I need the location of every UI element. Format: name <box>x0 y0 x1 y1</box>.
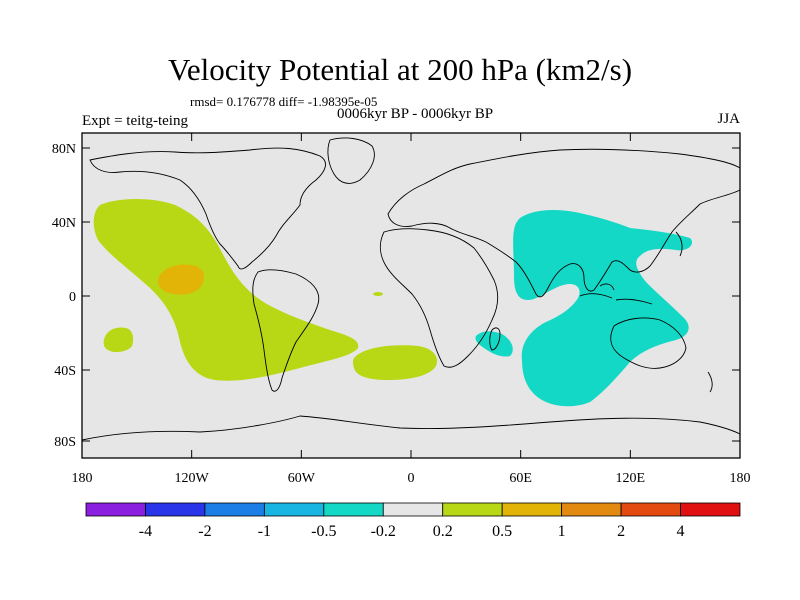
lat-label-80s: 80S <box>54 435 76 450</box>
lon-label-180: 180 <box>730 471 751 486</box>
positive-anomaly-speck <box>373 292 383 296</box>
coastlines <box>81 137 741 441</box>
experiment-label: Expt = teitg-teing <box>82 113 188 129</box>
colorbar-swatch <box>85 502 146 517</box>
positive-anomaly-pacific <box>93 198 359 381</box>
positive-anomaly-south-atlantic <box>352 345 438 380</box>
colorbar-label: -1 <box>258 523 271 540</box>
season-label: JJA <box>717 111 740 127</box>
lat-label-40s: 40S <box>54 364 76 379</box>
colorbar <box>85 502 741 517</box>
period-label: 0006kyr BP - 0006kyr BP <box>336 106 494 122</box>
latitude-ticks <box>82 147 740 442</box>
lat-label-80n: 80N <box>52 142 76 157</box>
negative-anomaly-madagascar <box>475 331 513 357</box>
lat-label-40n: 40N <box>52 216 76 231</box>
colorbar-swatch <box>145 502 206 517</box>
colorbar-swatch <box>561 502 622 517</box>
lon-label-0: 0 <box>408 471 415 486</box>
negative-anomaly-asia <box>513 210 693 407</box>
colorbar-swatch <box>263 502 325 517</box>
positive-anomaly-south-pacific <box>103 327 134 353</box>
colorbar-label: 0.5 <box>492 523 512 540</box>
colorbar-swatch <box>204 502 265 517</box>
colorbar-swatch <box>323 502 384 517</box>
longitude-ticks <box>81 133 741 458</box>
lat-label-0: 0 <box>69 290 76 305</box>
colorbar-label: -4 <box>139 523 152 540</box>
colorbar-swatch <box>620 502 681 517</box>
colorbar-label: 2 <box>617 523 625 540</box>
lon-label-60w: 60W <box>288 471 316 486</box>
colorbar-label: -0.5 <box>311 523 336 540</box>
positive-anomaly-core <box>158 264 205 295</box>
colorbar-label: -2 <box>198 523 211 540</box>
colorbar-swatch <box>680 502 741 517</box>
colorbar-label: 1 <box>558 523 566 540</box>
lon-label-120w: 120W <box>175 471 210 486</box>
plot-title: Velocity Potential at 200 hPa (km2/s) <box>167 52 633 87</box>
colorbar-swatch <box>442 502 503 517</box>
colorbar-label: -0.2 <box>371 523 396 540</box>
stats-line: rmsd= 0.176778 diff= -1.98395e-05 <box>190 94 378 109</box>
colorbar-swatch <box>501 502 563 517</box>
lon-label-120e: 120E <box>616 471 646 486</box>
lon-label-180: 180 <box>72 471 93 486</box>
colorbar-label: 0.2 <box>433 523 453 540</box>
lon-label-60e: 60E <box>509 471 532 486</box>
colorbar-label: 4 <box>677 523 685 540</box>
colorbar-swatch <box>382 502 444 517</box>
